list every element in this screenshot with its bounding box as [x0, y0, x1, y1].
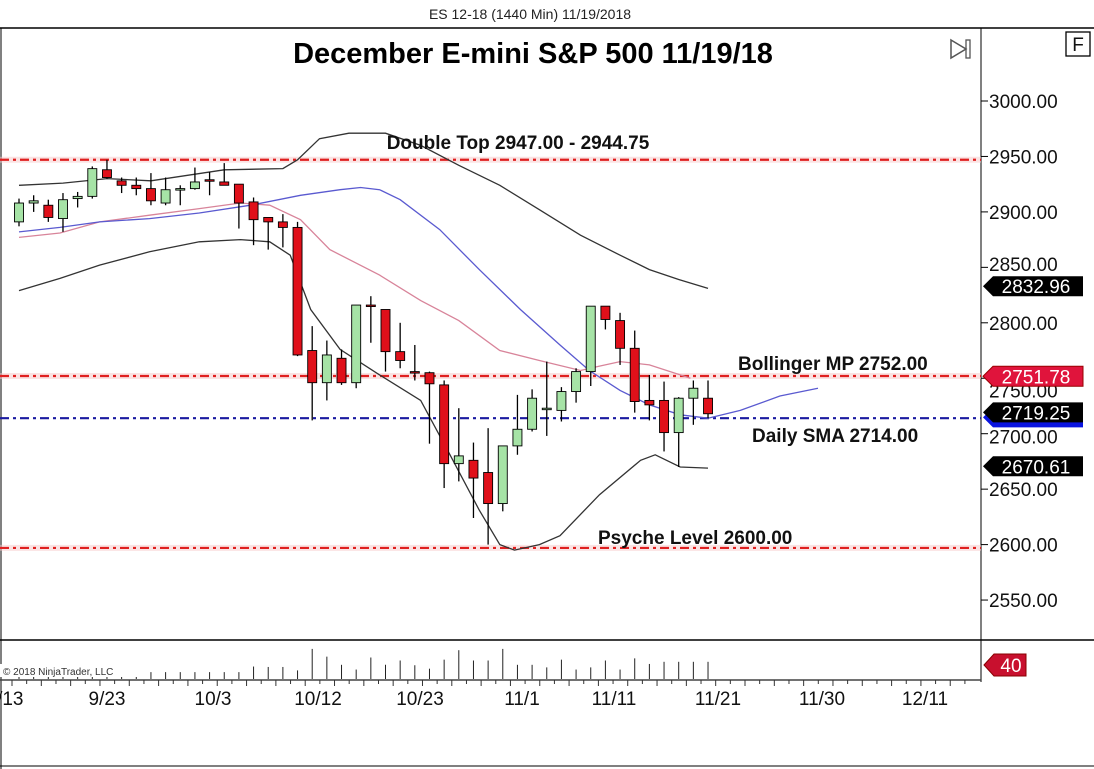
price-tick-label: 2700.00 — [989, 427, 1058, 448]
candle-down — [483, 472, 494, 505]
annotation-daily-sma: Daily SMA 2714.00 — [752, 426, 918, 447]
candle-down — [292, 226, 303, 356]
candle-up — [175, 188, 186, 191]
candle-down — [644, 399, 655, 406]
candle-down — [233, 183, 244, 204]
candle-up — [688, 387, 699, 399]
candle-up — [72, 195, 83, 200]
candle-down — [409, 371, 420, 374]
candle-down — [629, 347, 640, 402]
price-marker-black — [983, 402, 1083, 423]
date-tick-label: 10/23 — [396, 689, 444, 710]
copyright-text: © 2018 NinjaTrader, LLC — [3, 667, 113, 678]
candle-down — [395, 351, 406, 361]
candle-down — [204, 179, 215, 182]
candle-up — [497, 445, 508, 505]
candle-down — [102, 169, 112, 178]
price-tick-label: 2950.00 — [989, 147, 1058, 168]
price-tick-label: 2800.00 — [989, 314, 1058, 335]
chart-window-title: ES 12-18 (1440 Min) 11/19/2018 — [429, 6, 631, 22]
candle-down — [263, 216, 274, 223]
candle-down — [659, 399, 669, 434]
candle-up — [28, 200, 39, 204]
date-tick-label: 10/3 — [195, 689, 232, 710]
candle-down — [307, 350, 318, 384]
skip-to-end-icon — [950, 38, 968, 60]
bollinger-lower-line — [18, 238, 709, 551]
candle-up — [527, 397, 538, 430]
candle-up — [189, 181, 200, 190]
price-tick-label: 2650.00 — [989, 480, 1058, 501]
price-tick-label: 2550.00 — [989, 591, 1058, 612]
candle-up — [14, 202, 24, 223]
f-button[interactable]: F — [1065, 31, 1091, 57]
candle-down — [116, 180, 127, 186]
date-tick-label: 11/21 — [695, 689, 741, 710]
candle-down — [380, 309, 391, 353]
candle-down — [615, 320, 626, 349]
price-marker-label: 2832.96 — [1002, 277, 1071, 298]
date-tick-label: 11/11 — [592, 689, 637, 710]
candle-down — [424, 372, 435, 385]
price-tick-label: 3000.00 — [989, 92, 1058, 113]
candle-down — [703, 397, 713, 415]
candle-up — [571, 371, 582, 393]
candle-down — [145, 188, 156, 202]
candle-up — [160, 189, 171, 204]
candle-up — [541, 407, 552, 411]
date-tick-label: 9/13 — [0, 689, 23, 710]
candle-up — [58, 199, 68, 220]
date-tick-label: 11/30 — [799, 689, 845, 710]
candle-down — [131, 184, 142, 190]
annotation-bg — [750, 424, 950, 444]
candle-up — [556, 391, 567, 411]
price-marker-label: 2719.25 — [1002, 403, 1071, 424]
candle-up — [321, 354, 332, 384]
candle-down — [600, 305, 611, 320]
price-marker-label: 2751.78 — [1002, 367, 1071, 388]
candle-down — [439, 384, 450, 465]
candle-up — [453, 455, 464, 465]
candle-up — [512, 428, 523, 447]
price-marker-black — [983, 276, 1083, 297]
price-tick-label: 2850.00 — [989, 255, 1058, 276]
candle-down — [365, 304, 376, 308]
bollinger-upper-line — [18, 132, 709, 290]
bollinger-mid-line — [18, 202, 691, 379]
price-tick-label: 2600.00 — [989, 536, 1058, 557]
annotation-psyche-level: Psyche Level 2600.00 — [598, 528, 792, 549]
chart-title: December E-mini S&P 500 11/19/18 — [293, 38, 773, 70]
price-tick-label: 2900.00 — [989, 203, 1058, 224]
f-button-label: F — [1072, 35, 1084, 56]
price-marker-red — [982, 365, 1084, 387]
candle-down — [248, 201, 259, 221]
candle-down — [336, 357, 347, 384]
volume-marker-label: 40 — [1000, 656, 1021, 677]
candle-up — [351, 304, 362, 384]
sma-line — [18, 186, 819, 419]
candle-down — [468, 459, 479, 479]
candle-down — [219, 181, 230, 186]
price-marker-label: 2670.61 — [1002, 457, 1071, 478]
annotation-bollinger-mp: Bollinger MP 2752.00 — [738, 354, 928, 375]
candle-up — [673, 397, 684, 434]
date-tick-label: 12/11 — [902, 689, 948, 710]
date-tick-label: 11/1 — [504, 689, 540, 710]
scroll-to-end-button[interactable] — [950, 38, 971, 60]
candle-down — [277, 221, 288, 228]
volume-marker — [983, 653, 1027, 677]
candle-up — [87, 168, 98, 197]
date-tick-label: 9/23 — [89, 689, 126, 710]
candle-up — [585, 305, 596, 373]
date-tick-label: 10/12 — [294, 689, 342, 710]
candle-down — [43, 204, 54, 218]
annotation-double-top: Double Top 2947.00 - 2944.75 — [387, 133, 650, 154]
price-marker-black — [983, 456, 1083, 477]
copyright-bg — [0, 664, 140, 677]
